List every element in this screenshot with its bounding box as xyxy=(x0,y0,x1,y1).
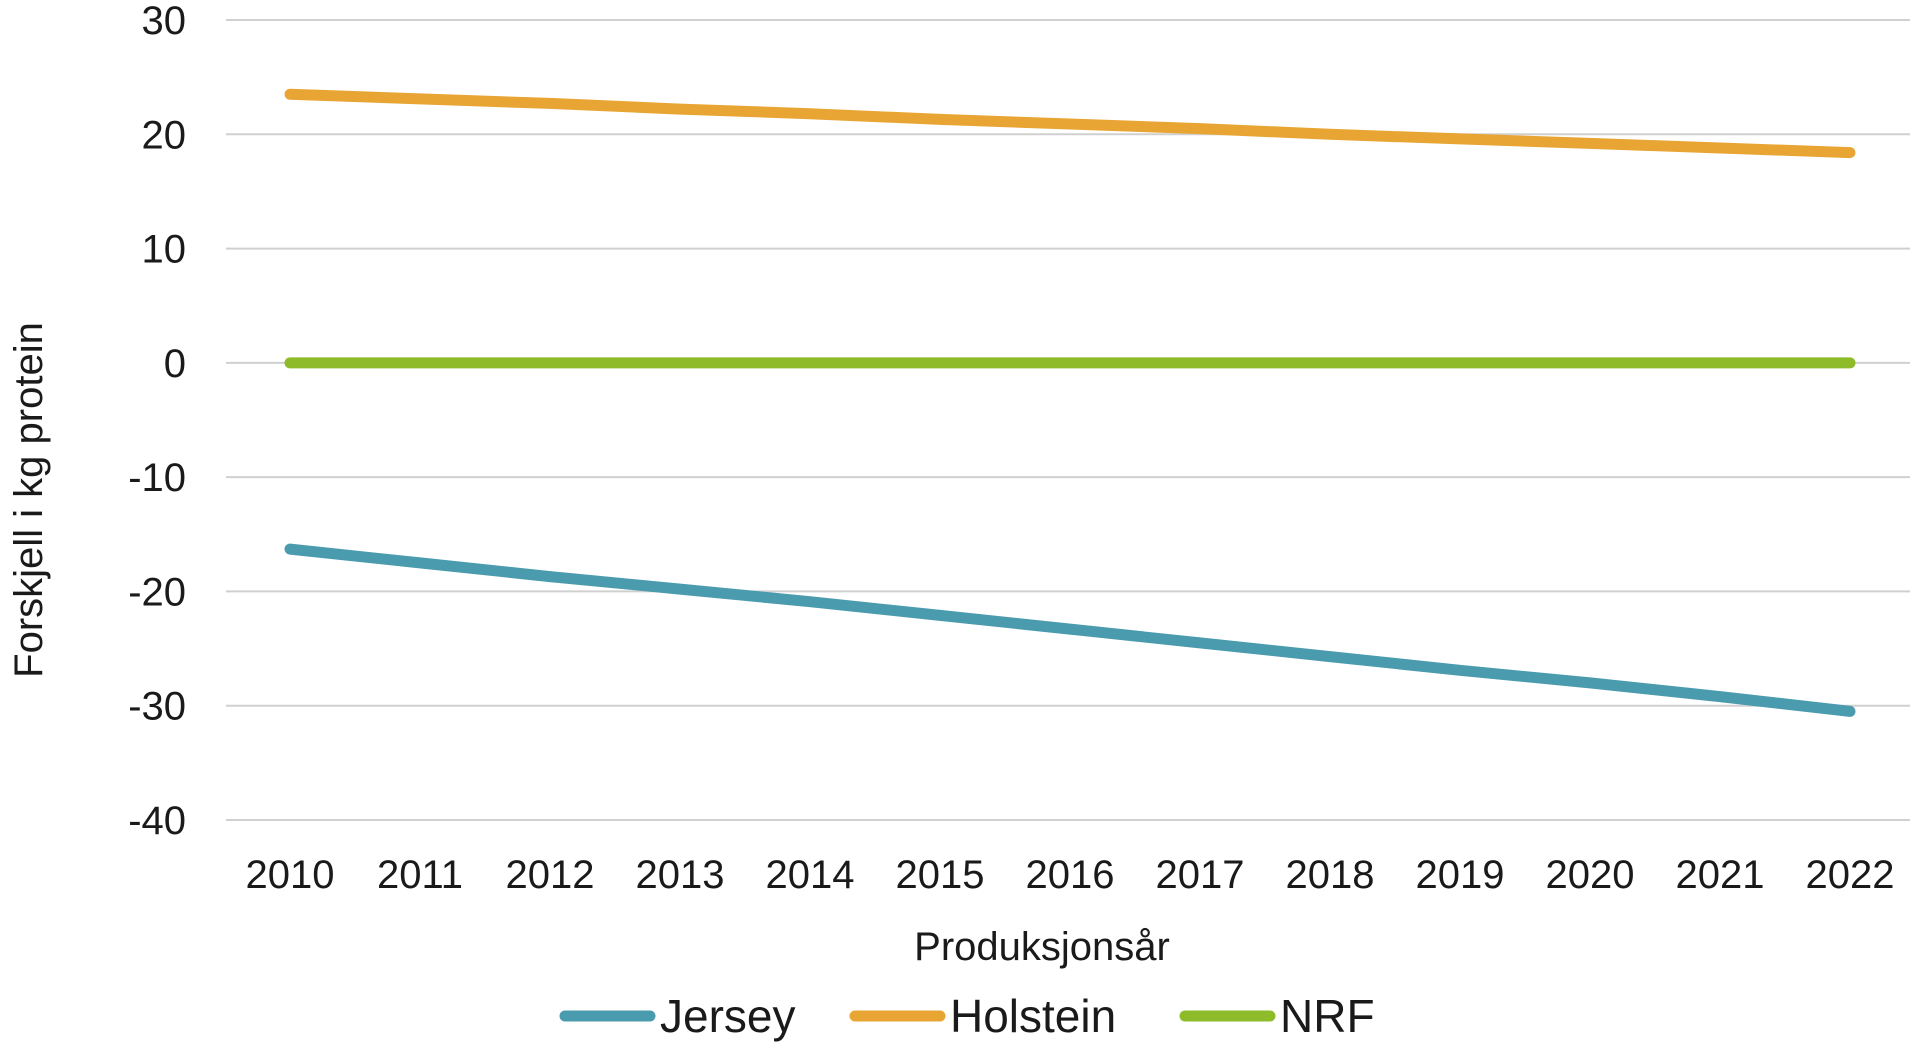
legend-label: Holstein xyxy=(950,990,1116,1042)
x-tick-label: 2022 xyxy=(1806,853,1895,897)
legend: Jersey Holstein NRF xyxy=(559,990,1375,1042)
y-tick-label: 0 xyxy=(164,342,186,386)
series-line-jersey xyxy=(284,543,1856,717)
series-line-holstein xyxy=(284,88,1856,159)
x-tick-label: 2016 xyxy=(1026,853,1115,897)
x-tick-label: 2014 xyxy=(766,853,855,897)
grid-lines xyxy=(226,19,1910,821)
series-lines xyxy=(284,88,1856,717)
x-tick-label: 2020 xyxy=(1546,853,1635,897)
x-tick-label: 2017 xyxy=(1156,853,1245,897)
y-tick-label: 10 xyxy=(142,228,187,272)
legend-item-nrf: NRF xyxy=(1179,990,1375,1042)
x-tick-label: 2018 xyxy=(1286,853,1375,897)
x-tick-label: 2012 xyxy=(506,853,595,897)
legend-item-holstein: Holstein xyxy=(849,990,1116,1042)
x-tick-label: 2019 xyxy=(1416,853,1505,897)
legend-item-jersey: Jersey xyxy=(559,990,795,1042)
y-tick-label: -30 xyxy=(128,685,186,729)
legend-label: NRF xyxy=(1280,990,1375,1042)
x-axis-tick-labels: 2010 2011 2012 2013 2014 2015 2016 2017 2018 2019… xyxy=(246,853,1895,897)
x-tick-label: 2011 xyxy=(377,853,463,897)
x-tick-label: 2015 xyxy=(896,853,985,897)
y-tick-label: 20 xyxy=(142,113,187,157)
x-axis-title: Produksjonsår xyxy=(914,925,1170,969)
legend-label: Jersey xyxy=(660,990,795,1042)
x-tick-label: 2010 xyxy=(246,853,335,897)
y-tick-label: -40 xyxy=(128,799,186,843)
y-axis-tick-labels: 30 20 10 0 -10 -20 -30 -40 xyxy=(128,0,186,843)
y-tick-label: 30 xyxy=(142,0,187,43)
y-axis-title: Forskjell i kg protein xyxy=(7,322,51,678)
y-tick-label: -10 xyxy=(128,456,186,500)
x-tick-label: 2013 xyxy=(636,853,725,897)
x-tick-label: 2021 xyxy=(1676,853,1765,897)
y-tick-label: -20 xyxy=(128,570,186,614)
